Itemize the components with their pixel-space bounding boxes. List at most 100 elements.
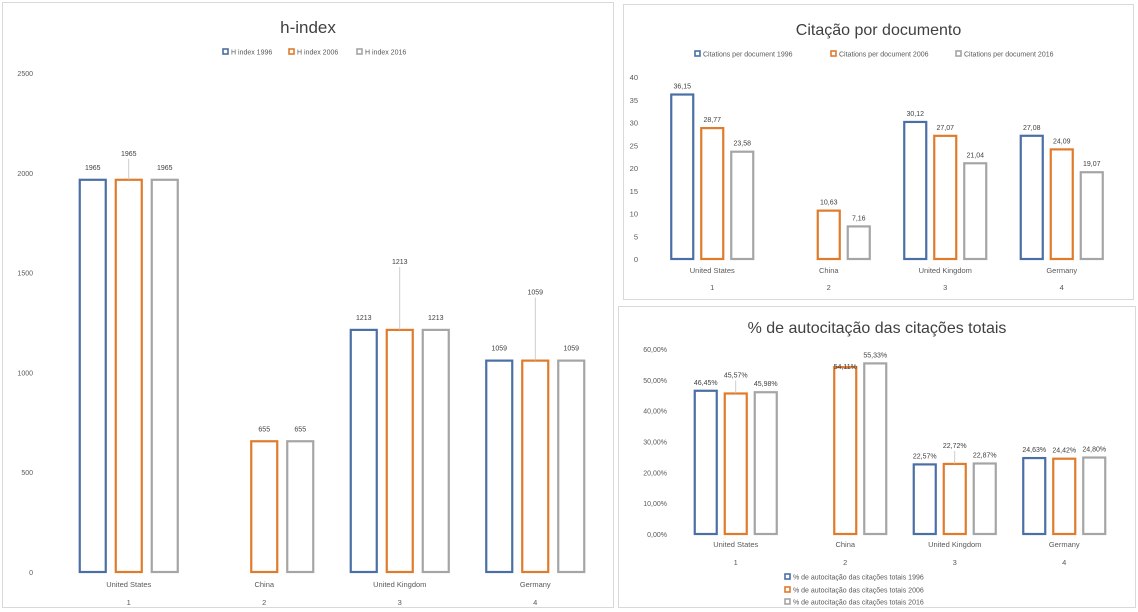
- y-tick-label: 2500: [17, 71, 33, 78]
- data-label: 655: [294, 426, 306, 433]
- x-category-number: 4: [1060, 283, 1064, 292]
- data-label: 45,98%: [754, 381, 778, 388]
- x-category-number: 2: [827, 283, 831, 292]
- bar-h-s2-c0: [150, 178, 179, 574]
- legend-swatch: [222, 48, 229, 55]
- legend-swatch: [784, 573, 791, 580]
- legend-entry: Citations per document 1996: [703, 52, 793, 59]
- data-label: 22,87%: [973, 452, 997, 459]
- bar-cpd-s2-c0: [730, 150, 755, 261]
- x-category-number: 2: [843, 558, 847, 567]
- data-label: 7,16: [852, 215, 866, 222]
- bar-cpd-s0-c2: [903, 120, 928, 261]
- y-tick-label: 2000: [17, 171, 33, 178]
- citations-per-document-chart-panel: Citação por documento 0 5 10 15 20 25 30 35 40 Uni…: [623, 4, 1134, 300]
- legend-swatch: [955, 50, 962, 57]
- bar-cpd-s0-c3: [1019, 134, 1044, 261]
- h-index-chart: h-index 0 500 1000 1500 2000 2500 United States…: [17, 18, 586, 607]
- y-tick-label: 10: [630, 210, 638, 219]
- legend-entry: % de autocitação das citações totais 200…: [793, 588, 924, 595]
- data-label: 46,45%: [694, 380, 718, 387]
- x-category-label: China: [254, 580, 274, 589]
- bar-sc-s2-c2: [972, 462, 997, 536]
- bar-sc-s0-c3: [1022, 456, 1047, 536]
- data-label: 1965: [157, 165, 173, 172]
- chart-title: Citação por documento: [796, 22, 962, 39]
- x-category-number: 1: [710, 283, 714, 292]
- x-category-label: China: [835, 540, 855, 549]
- bar-h-s1-c3: [521, 359, 550, 574]
- bar-cpd-s1-c1: [816, 209, 841, 261]
- x-category-number: 3: [953, 558, 957, 567]
- y-tick-label: 0,00%: [647, 532, 667, 539]
- x-category-label: United States: [690, 266, 735, 275]
- legend-swatch: [830, 50, 837, 57]
- data-label: 36,15: [673, 84, 691, 91]
- y-tick-label: 60,00%: [643, 347, 667, 354]
- data-label: 21,04: [966, 152, 984, 159]
- x-category-label: Germany: [520, 580, 551, 589]
- x-category-number: 1: [734, 558, 738, 567]
- x-category-label: United Kingdom: [919, 266, 972, 275]
- y-tick-label: 5: [634, 232, 638, 241]
- x-category-label: United Kingdom: [373, 580, 426, 589]
- legend-entry: Citations per document 2016: [964, 52, 1054, 59]
- y-tick-label: 35: [630, 96, 638, 105]
- data-label: 22,57%: [913, 453, 937, 460]
- bar-h-s1-c1: [250, 440, 279, 574]
- x-category-label: Germany: [1049, 540, 1080, 549]
- data-label: 1965: [121, 151, 137, 158]
- data-label: 30,12: [906, 111, 924, 118]
- y-tick-label: 40,00%: [643, 409, 667, 416]
- x-category-number: 3: [943, 283, 947, 292]
- bar-sc-s1-c1: [833, 366, 858, 536]
- x-category-label: United States: [713, 540, 758, 549]
- data-label: 22,72%: [943, 443, 967, 450]
- data-label: 54,11%: [834, 364, 857, 371]
- bar-h-s0-c0: [78, 178, 107, 574]
- x-category-number: 1: [127, 598, 131, 607]
- bar-sc-s2-c1: [863, 362, 888, 536]
- bar-h-s1-c0: [114, 178, 143, 574]
- bar-sc-s2-c3: [1082, 456, 1107, 536]
- chart-title: h-index: [280, 18, 336, 37]
- data-label: 1965: [85, 165, 101, 172]
- data-label: 655: [258, 426, 270, 433]
- x-category-label: United Kingdom: [928, 540, 981, 549]
- y-tick-label: 500: [21, 470, 33, 477]
- data-label: 24,63%: [1022, 447, 1046, 454]
- y-tick-label: 40: [630, 73, 638, 82]
- bar-cpd-s2-c1: [846, 225, 871, 261]
- y-tick-label: 30,00%: [643, 440, 667, 447]
- legend-entry: Citations per document 2006: [839, 52, 929, 59]
- data-label: 23,58: [733, 141, 751, 148]
- data-label: 19,07: [1083, 161, 1101, 168]
- bar-sc-s1-c0: [723, 392, 748, 536]
- y-tick-label: 15: [630, 187, 638, 196]
- data-label: 24,42%: [1052, 448, 1076, 455]
- y-tick-label: 50,00%: [643, 378, 667, 385]
- self-citation-chart-panel: % de autocitação das citações totais 0,00…: [618, 306, 1136, 608]
- legend-swatch: [356, 48, 363, 55]
- y-tick-label: 20: [630, 164, 638, 173]
- x-category-label: China: [819, 266, 839, 275]
- chart-title: % de autocitação das citações totais: [748, 320, 1007, 337]
- bar-sc-s0-c0: [693, 389, 718, 536]
- bar-cpd-s1-c0: [700, 126, 725, 261]
- legend-swatch: [784, 598, 791, 605]
- bar-h-s2-c3: [557, 359, 586, 574]
- bar-h-s1-c2: [385, 328, 414, 574]
- x-category-number: 4: [533, 598, 537, 607]
- data-label: 1213: [356, 315, 372, 322]
- x-category-label: United States: [106, 580, 151, 589]
- data-label: 1213: [428, 315, 444, 322]
- bar-cpd-s2-c2: [963, 162, 988, 261]
- x-category-number: 3: [398, 598, 402, 607]
- data-label: 24,80%: [1082, 447, 1106, 454]
- x-category-number: 2: [262, 598, 266, 607]
- y-tick-label: 1500: [17, 271, 33, 278]
- y-tick-label: 0: [634, 255, 638, 264]
- self-citation-chart: % de autocitação das citações totais 0,00…: [643, 320, 1107, 607]
- y-tick-label: 20,00%: [643, 470, 667, 477]
- bar-cpd-s0-c0: [670, 93, 695, 261]
